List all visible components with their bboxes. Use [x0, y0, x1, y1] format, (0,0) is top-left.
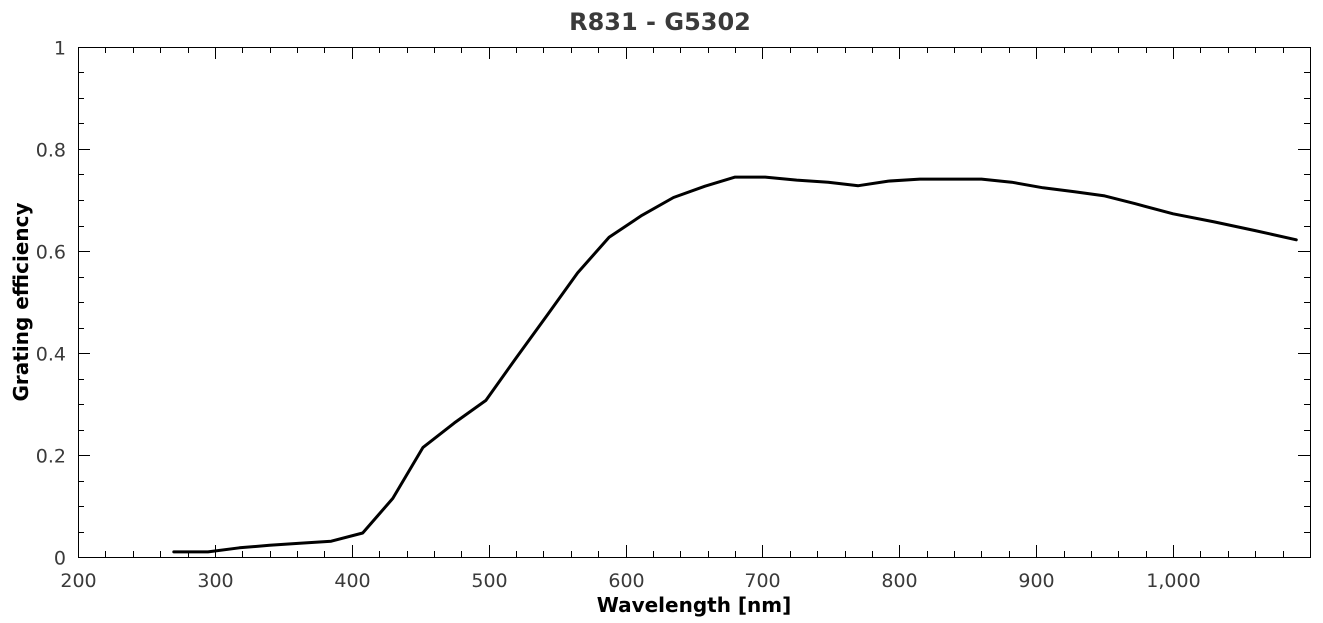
plot-frame [78, 47, 1311, 558]
y-tick-label: 0.8 [36, 140, 66, 162]
x-tick-label: 200 [60, 570, 96, 592]
y-tick-label: 0.4 [36, 344, 66, 366]
x-tick-label: 400 [334, 570, 370, 592]
y-tick-label: 0 [54, 548, 66, 570]
x-tick-label: 300 [197, 570, 233, 592]
major-ticks [78, 47, 1310, 558]
x-tick-labels: 200 300 400 500 600 700 800 900 1,000 [60, 570, 1200, 592]
x-tick-label: 500 [471, 570, 507, 592]
x-tick-label: 1,000 [1146, 570, 1200, 592]
y-tick-label: 0.6 [36, 242, 66, 264]
x-tick-label: 600 [608, 570, 644, 592]
x-tick-label: 800 [881, 570, 917, 592]
minor-ticks [78, 47, 1311, 558]
efficiency-series-line [172, 175, 1298, 554]
y-tick-labels: 0 0.2 0.4 0.6 0.8 1 [36, 38, 66, 570]
x-tick-label: 700 [744, 570, 780, 592]
x-axis-label: Wavelength [nm] [597, 593, 792, 617]
x-tick-label: 900 [1018, 570, 1054, 592]
y-tick-label: 1 [54, 38, 66, 60]
y-axis-label: Grating efficiency [9, 203, 33, 402]
chart-title: R831 - G5302 [569, 8, 751, 36]
y-tick-label: 0.2 [36, 446, 66, 468]
